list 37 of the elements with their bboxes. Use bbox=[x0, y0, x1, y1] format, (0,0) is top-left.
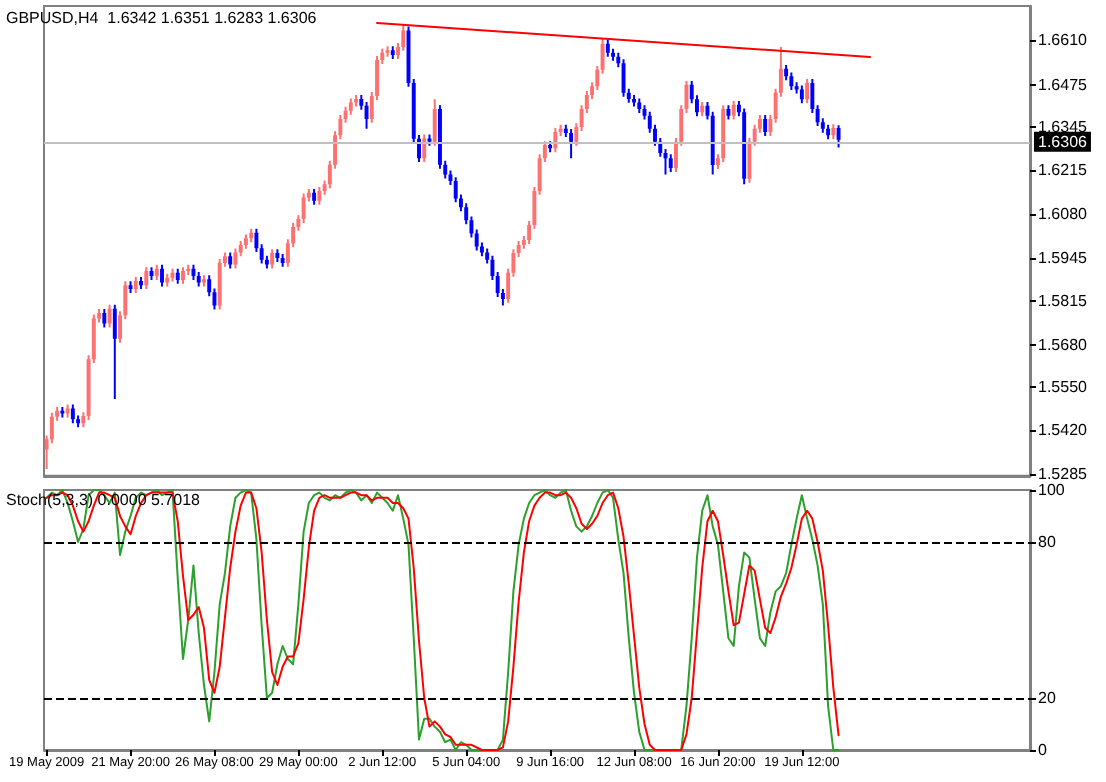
candlestick bbox=[270, 248, 275, 270]
chart-title: GBPUSD,H4 1.6342 1.6351 1.6283 1.6306 bbox=[6, 9, 318, 27]
candlestick bbox=[763, 113, 768, 137]
candlestick bbox=[364, 100, 369, 130]
y-tick-label: 20 bbox=[1038, 689, 1057, 707]
y-tick-label: 1.5945 bbox=[1038, 249, 1089, 267]
y-tick-label: 100 bbox=[1038, 481, 1066, 499]
candlestick bbox=[401, 23, 406, 52]
y-tick-label: 1.5285 bbox=[1038, 465, 1089, 483]
y-tick-label: 1.6610 bbox=[1038, 31, 1089, 50]
y-tick-label: 80 bbox=[1038, 533, 1057, 551]
candlestick bbox=[217, 257, 222, 311]
y-tick-label: 1.5420 bbox=[1038, 420, 1089, 439]
candlestick bbox=[621, 58, 626, 98]
candlestick bbox=[144, 266, 149, 291]
y-tick-label: 1.6345 bbox=[1038, 118, 1089, 137]
candlestick bbox=[107, 303, 112, 329]
candlestick bbox=[102, 308, 107, 329]
candlestick bbox=[836, 124, 841, 149]
y-tick-label: 1.6080 bbox=[1038, 204, 1089, 223]
candlestick bbox=[805, 77, 810, 105]
y-tick-label: 1.5815 bbox=[1038, 291, 1089, 310]
y-tick-label: 1.6215 bbox=[1038, 160, 1089, 179]
candlestick bbox=[160, 263, 164, 288]
candlestick bbox=[112, 303, 117, 401]
candlestick bbox=[569, 128, 574, 160]
candlestick bbox=[432, 98, 437, 147]
candlestick bbox=[301, 192, 306, 224]
candlestick bbox=[453, 176, 458, 204]
y-tick-label: 1.5550 bbox=[1038, 378, 1089, 397]
candlestick bbox=[731, 99, 736, 121]
candlestick bbox=[233, 247, 238, 270]
y-tick-label: 1.6475 bbox=[1038, 75, 1089, 94]
y-tick-label: 0 bbox=[1038, 741, 1048, 759]
y-tick-label: 1.5680 bbox=[1038, 335, 1089, 354]
candlestick bbox=[70, 403, 75, 425]
ref-line-label: 1.6306 bbox=[1038, 132, 1089, 151]
